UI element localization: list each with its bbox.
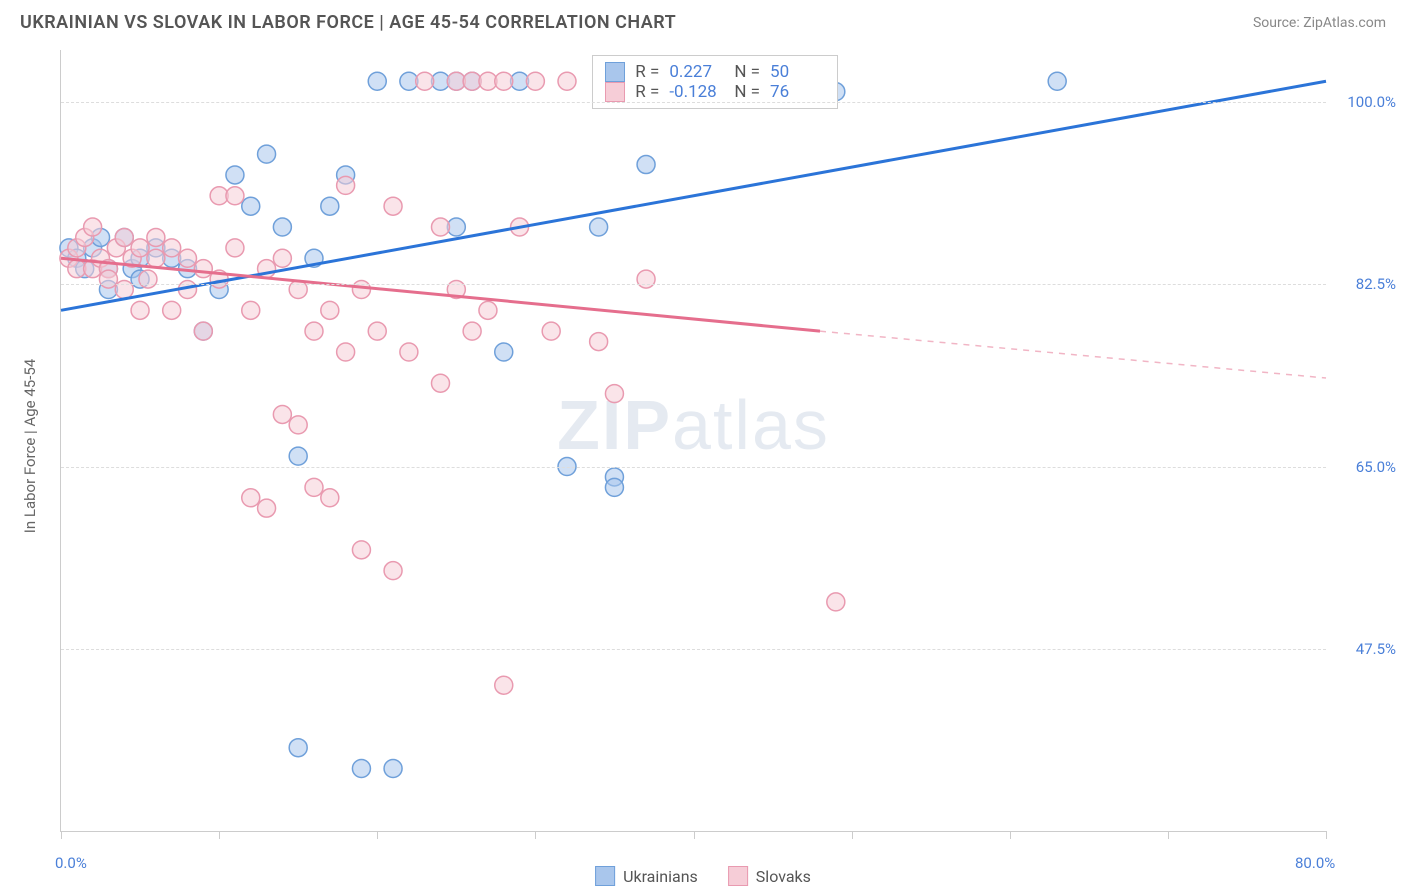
- x-tick: [1326, 831, 1327, 839]
- chart-plot-area: ZIPatlas R = 0.227 N = 50 R = -0.128 N =…: [60, 50, 1326, 832]
- x-tick: [535, 831, 536, 839]
- stats-row-slovaks: R = -0.128 N = 76: [605, 82, 825, 102]
- gridline: [61, 284, 1326, 285]
- y-tick-label: 82.5%: [1336, 275, 1396, 293]
- chart-title: UKRAINIAN VS SLOVAK IN LABOR FORCE | AGE…: [20, 12, 676, 33]
- x-tick: [1010, 831, 1011, 839]
- source-attribution: Source: ZipAtlas.com: [1253, 15, 1386, 31]
- x-tick: [377, 831, 378, 839]
- x-tick: [694, 831, 695, 839]
- x-axis-min-label: 0.0%: [55, 854, 87, 872]
- legend-swatch-slovaks: [728, 866, 748, 886]
- x-tick: [1168, 831, 1169, 839]
- x-tick: [852, 831, 853, 839]
- trend-lines-layer: [61, 50, 1326, 831]
- x-axis-max-label: 80.0%: [1295, 854, 1335, 872]
- y-tick-label: 100.0%: [1336, 93, 1396, 111]
- trend-line-extrapolated: [820, 331, 1326, 378]
- legend-swatch-ukrainians: [595, 866, 615, 886]
- x-tick: [219, 831, 220, 839]
- legend-item-ukrainians: Ukrainians: [595, 866, 698, 886]
- x-tick: [61, 831, 62, 839]
- series-legend: Ukrainians Slovaks: [595, 866, 811, 886]
- y-tick-label: 47.5%: [1336, 640, 1396, 658]
- trend-line: [61, 258, 820, 331]
- gridline: [61, 102, 1326, 103]
- legend-item-slovaks: Slovaks: [728, 866, 811, 886]
- gridline: [61, 467, 1326, 468]
- stats-row-ukrainians: R = 0.227 N = 50: [605, 62, 825, 82]
- gridline: [61, 649, 1326, 650]
- swatch-ukrainians: [605, 62, 625, 82]
- swatch-slovaks: [605, 82, 625, 102]
- correlation-stats-box: R = 0.227 N = 50 R = -0.128 N = 76: [592, 55, 838, 109]
- y-tick-label: 65.0%: [1336, 458, 1396, 476]
- y-axis-title: In Labor Force | Age 45-54: [21, 359, 39, 533]
